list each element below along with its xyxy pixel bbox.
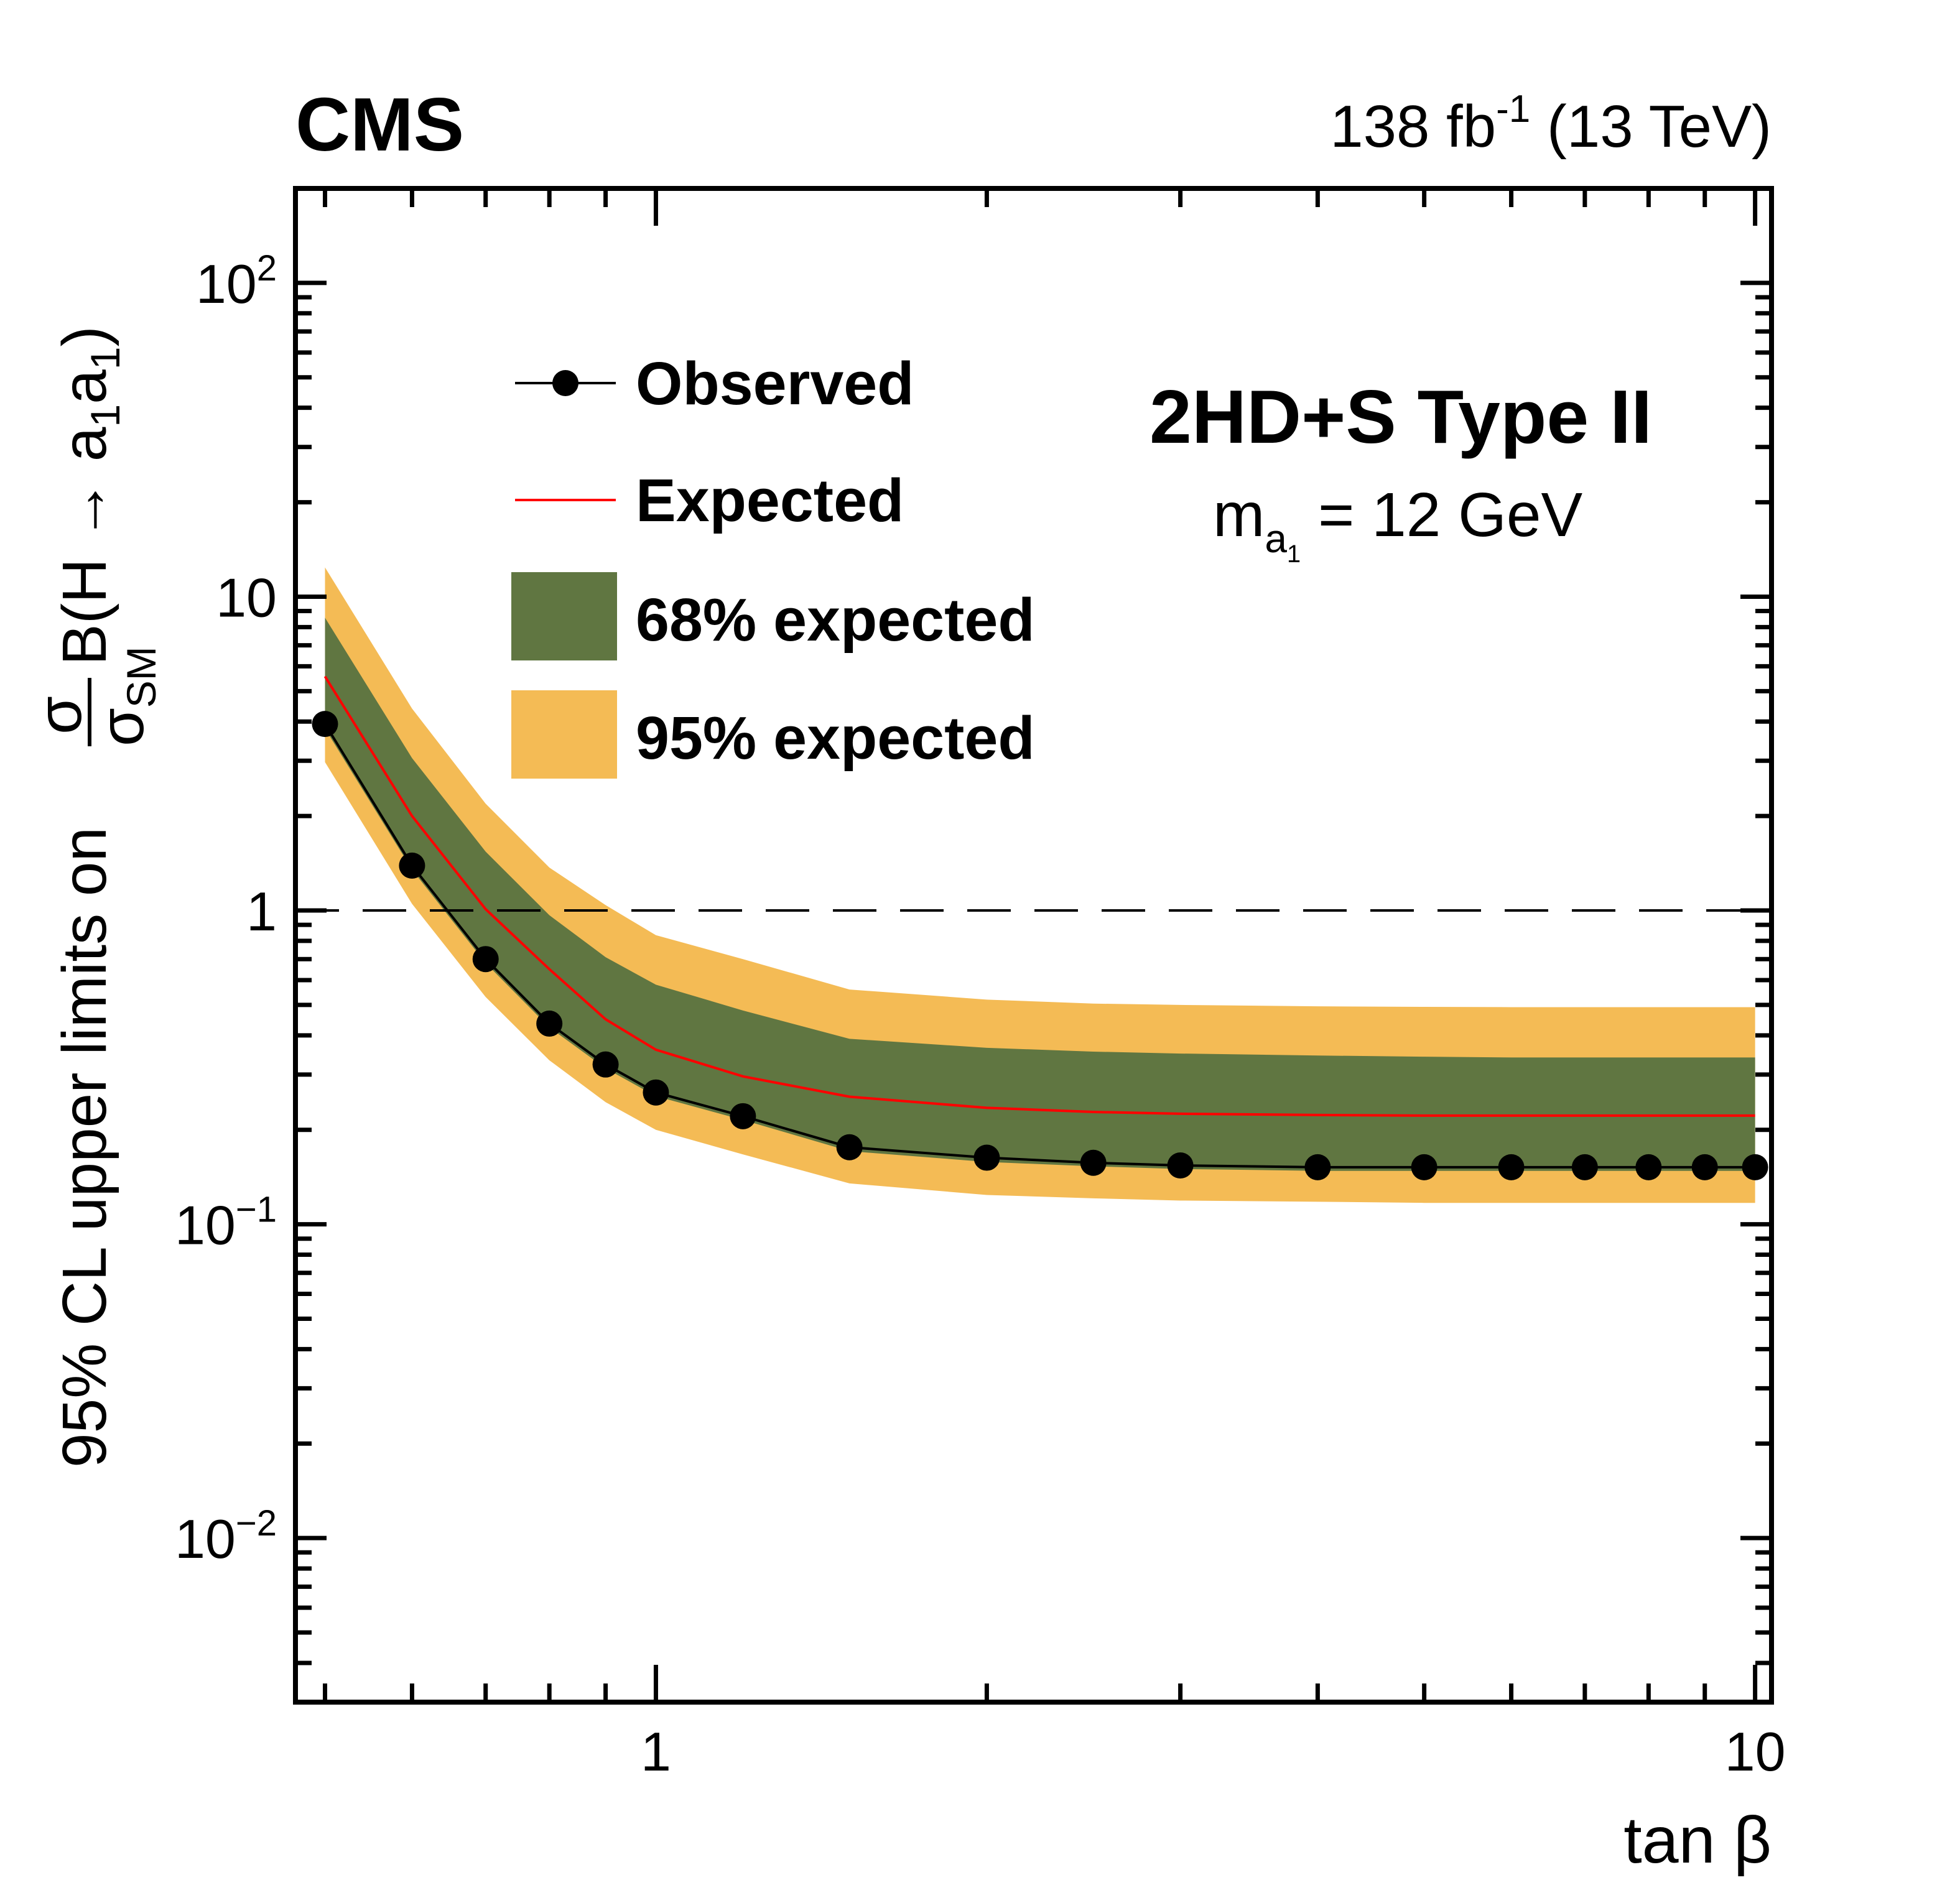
svg-text:σSM: σSM <box>87 646 164 746</box>
y-tick-label: 10−2 <box>175 1503 277 1570</box>
lines <box>295 675 1772 1180</box>
observed-point <box>643 1079 669 1106</box>
observed-point <box>973 1144 1000 1171</box>
observed-point <box>399 852 425 879</box>
observed-point <box>472 946 499 973</box>
observed-point <box>836 1134 863 1160</box>
x-axis-label: tan β <box>1623 1804 1772 1877</box>
svg-text:95% CL upper limits on: 95% CL upper limits on <box>50 827 119 1468</box>
expected-line <box>323 675 1755 1117</box>
legend-68-label: 68% expected <box>636 586 1035 654</box>
band-68-expected <box>325 618 1755 1171</box>
y-tick-label: 102 <box>196 248 277 315</box>
observed-point <box>592 1051 619 1078</box>
legend-observed-label: Observed <box>636 350 914 417</box>
svg-text:B(H → a1a1): B(H → a1a1) <box>50 326 128 665</box>
bands <box>325 567 1755 1203</box>
legend-95-label: 95% expected <box>636 704 1035 772</box>
x-tick-label: 10 <box>1725 1721 1786 1782</box>
observed-point <box>1571 1154 1598 1180</box>
y-axis-label: 95% CL upper limits on σ σSM B(H → a1a1) <box>25 326 164 1468</box>
legend: Observed Expected 68% expected 95% expec… <box>511 350 1035 779</box>
observed-point <box>312 711 338 738</box>
observed-point <box>1635 1154 1662 1180</box>
observed-point <box>1742 1154 1768 1180</box>
experiment-label: CMS <box>295 82 464 167</box>
y-tick-label: 10−1 <box>175 1190 277 1256</box>
legend-95-swatch <box>511 690 617 779</box>
y-tick-label: 10 <box>216 567 277 628</box>
legend-expected-label: Expected <box>636 466 904 534</box>
svg-text:σ: σ <box>25 696 95 734</box>
observed-point <box>1691 1154 1718 1180</box>
mass-label: ma1 = 12 GeV <box>1213 480 1583 568</box>
plot-frame <box>293 186 1774 1705</box>
observed-point <box>1080 1149 1107 1176</box>
legend-68-swatch <box>511 572 617 660</box>
legend-observed-marker <box>552 370 578 396</box>
lumi-label: 138 fb-1 (13 TeV) <box>1330 88 1772 160</box>
x-tick-label: 1 <box>641 1721 671 1782</box>
model-label: 2HD+S Type II <box>1150 374 1652 459</box>
observed-point <box>1304 1154 1331 1180</box>
observed-point <box>1498 1154 1525 1180</box>
observed-point <box>730 1103 756 1129</box>
y-tick-label: 1 <box>246 881 277 942</box>
axes: 1 10 10−2 10−1 1 10 102 <box>175 186 1786 1782</box>
observed-point <box>1167 1152 1194 1178</box>
observed-point <box>536 1010 563 1037</box>
observed-point <box>1411 1154 1437 1180</box>
